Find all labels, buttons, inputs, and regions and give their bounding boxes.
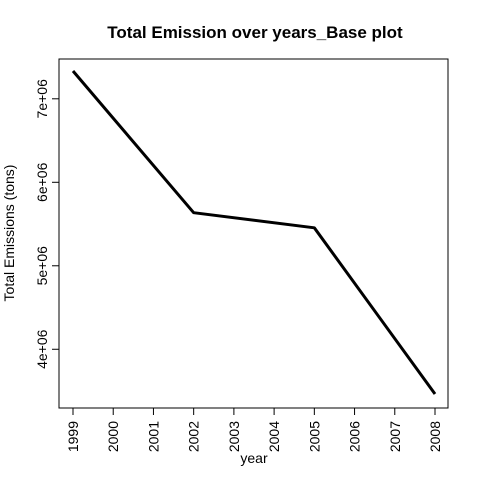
x-tick-label: 2005	[306, 421, 322, 452]
y-axis-label: Total Emissions (tons)	[1, 165, 17, 302]
y-tick-label: 5e+06	[34, 246, 50, 286]
x-tick-label: 1999	[65, 421, 81, 452]
x-tick-label: 2002	[186, 421, 202, 452]
y-tick-label: 7e+06	[34, 79, 50, 119]
x-tick-label: 2007	[387, 421, 403, 452]
x-tick-label: 2003	[226, 421, 242, 452]
x-tick-label: 2008	[427, 421, 443, 452]
x-tick-label: 2000	[105, 421, 121, 452]
chart-title: Total Emission over years_Base plot	[107, 23, 403, 42]
x-axis-label: year	[240, 450, 268, 466]
y-tick-label: 6e+06	[34, 162, 50, 202]
x-tick-label: 2004	[266, 421, 282, 452]
x-tick-label: 2001	[145, 421, 161, 452]
y-tick-label: 4e+06	[34, 329, 50, 369]
x-tick-label: 2006	[347, 421, 363, 452]
